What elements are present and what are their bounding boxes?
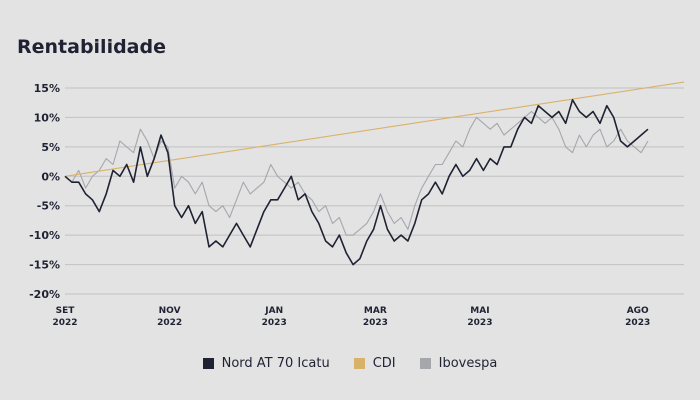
legend-label-nord: Nord AT 70 Icatu bbox=[221, 356, 330, 371]
y-tick-label: -5% bbox=[37, 200, 60, 213]
series-line-ibovespa bbox=[64, 110, 649, 236]
x-tick-year: 2023 bbox=[363, 318, 388, 328]
y-tick-label: 0% bbox=[41, 170, 60, 183]
legend-item-ibovespa[interactable]: Ibovespa bbox=[419, 356, 498, 371]
x-tick-year: 2023 bbox=[625, 318, 650, 328]
legend-item-cdi[interactable]: CDI bbox=[353, 356, 396, 371]
legend-label-cdi: CDI bbox=[372, 356, 396, 371]
legend-swatch-cdi bbox=[353, 358, 365, 369]
series-line-nord bbox=[64, 99, 649, 266]
x-tick-year: 2023 bbox=[467, 318, 492, 328]
legend-swatch-nord bbox=[202, 358, 214, 369]
series-line-cdi bbox=[64, 81, 685, 177]
y-tick-label: -15% bbox=[29, 259, 60, 272]
legend-label-ibovespa: Ibovespa bbox=[438, 356, 498, 371]
x-tick-year: 2022 bbox=[157, 318, 182, 328]
y-tick-label: -10% bbox=[29, 229, 60, 242]
x-tick-month: SET bbox=[56, 306, 76, 316]
x-tick-month: MAR bbox=[364, 306, 387, 316]
x-tick-month: JAN bbox=[264, 306, 283, 316]
x-tick-year: 2022 bbox=[52, 318, 77, 328]
legend-swatch-ibovespa bbox=[419, 358, 431, 369]
x-tick-month: MAI bbox=[470, 306, 489, 316]
y-tick-label: -20% bbox=[29, 288, 60, 301]
y-tick-label: 5% bbox=[41, 141, 60, 154]
x-tick-year: 2023 bbox=[262, 318, 287, 328]
legend-item-nord[interactable]: Nord AT 70 Icatu bbox=[202, 356, 330, 371]
y-tick-label: 15% bbox=[34, 82, 60, 95]
x-tick-month: AGO bbox=[627, 306, 649, 316]
chart-title: Rentabilidade bbox=[17, 36, 166, 58]
chart-legend: Nord AT 70 Icatu CDI Ibovespa bbox=[0, 356, 700, 371]
y-tick-label: 10% bbox=[34, 111, 60, 124]
x-tick-month: NOV bbox=[159, 306, 181, 316]
